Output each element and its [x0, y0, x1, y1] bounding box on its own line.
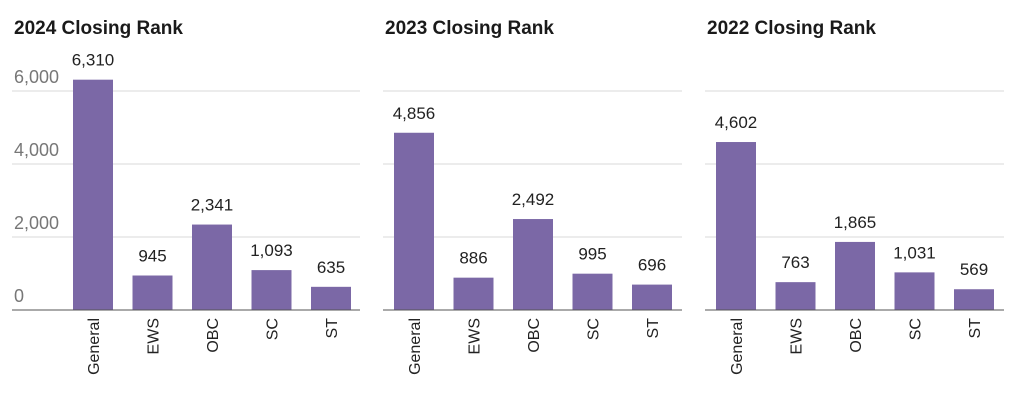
data-label: 945: [138, 247, 166, 266]
bar-ews: [775, 282, 816, 310]
bar-obc: [835, 241, 875, 310]
bar-general: [394, 132, 434, 310]
category-label: SC: [586, 318, 603, 340]
chart-panel-2: 2022 Closing Rank 4,602 General 763 EWS 1,865…: [705, 18, 1004, 375]
y-tick-label: 0: [14, 286, 24, 306]
category-label: SC: [908, 318, 925, 340]
bar-st: [954, 289, 994, 310]
data-label: 1,031: [893, 243, 936, 262]
category-label: SC: [265, 318, 282, 340]
data-label: 1,093: [250, 241, 293, 260]
bar-obc: [192, 224, 232, 310]
data-label: 886: [459, 249, 487, 268]
chart-panel-0: 2024 Closing Rank 0 2,000 4,000 6,000 6,310 Ge…: [12, 18, 360, 375]
category-label: ST: [645, 318, 662, 339]
category-label: EWS: [146, 318, 163, 354]
category-label: OBC: [848, 318, 865, 353]
bar-ews: [132, 275, 173, 310]
data-label: 2,341: [191, 196, 234, 215]
chart-title: 2023 Closing Rank: [385, 18, 554, 39]
bar-st: [311, 286, 351, 310]
data-label: 2,492: [512, 190, 555, 209]
data-label: 763: [781, 253, 809, 272]
category-label: General: [729, 318, 746, 375]
category-label: OBC: [205, 318, 222, 353]
bar-sc: [251, 270, 292, 310]
category-label: ST: [967, 318, 984, 339]
bar-ews: [453, 277, 494, 310]
bar-sc: [894, 272, 935, 310]
chart-panel-1: 2023 Closing Rank 4,856 General 886 EWS 2,492…: [383, 18, 682, 375]
chart-title: 2024 Closing Rank: [14, 18, 183, 39]
y-tick-label: 6,000: [14, 67, 59, 87]
category-label: General: [407, 318, 424, 375]
data-label: 4,602: [715, 113, 758, 132]
category-label: General: [86, 318, 103, 375]
category-label: ST: [324, 318, 341, 339]
bar-general: [716, 142, 756, 310]
y-tick-label: 4,000: [14, 140, 59, 160]
category-label: EWS: [789, 318, 806, 354]
data-label: 696: [638, 256, 666, 275]
bar-general: [73, 79, 113, 310]
bar-obc: [513, 219, 553, 310]
bar-sc: [572, 273, 613, 310]
data-label: 4,856: [393, 104, 436, 123]
bar-st: [632, 284, 672, 310]
chart-title: 2022 Closing Rank: [707, 18, 876, 39]
data-label: 6,310: [72, 51, 115, 70]
y-tick-label: 2,000: [14, 213, 59, 233]
data-label: 995: [578, 245, 606, 264]
data-label: 635: [317, 258, 345, 277]
data-label: 1,865: [834, 213, 877, 232]
data-label: 569: [960, 260, 988, 279]
category-label: OBC: [526, 318, 543, 353]
category-label: EWS: [467, 318, 484, 354]
